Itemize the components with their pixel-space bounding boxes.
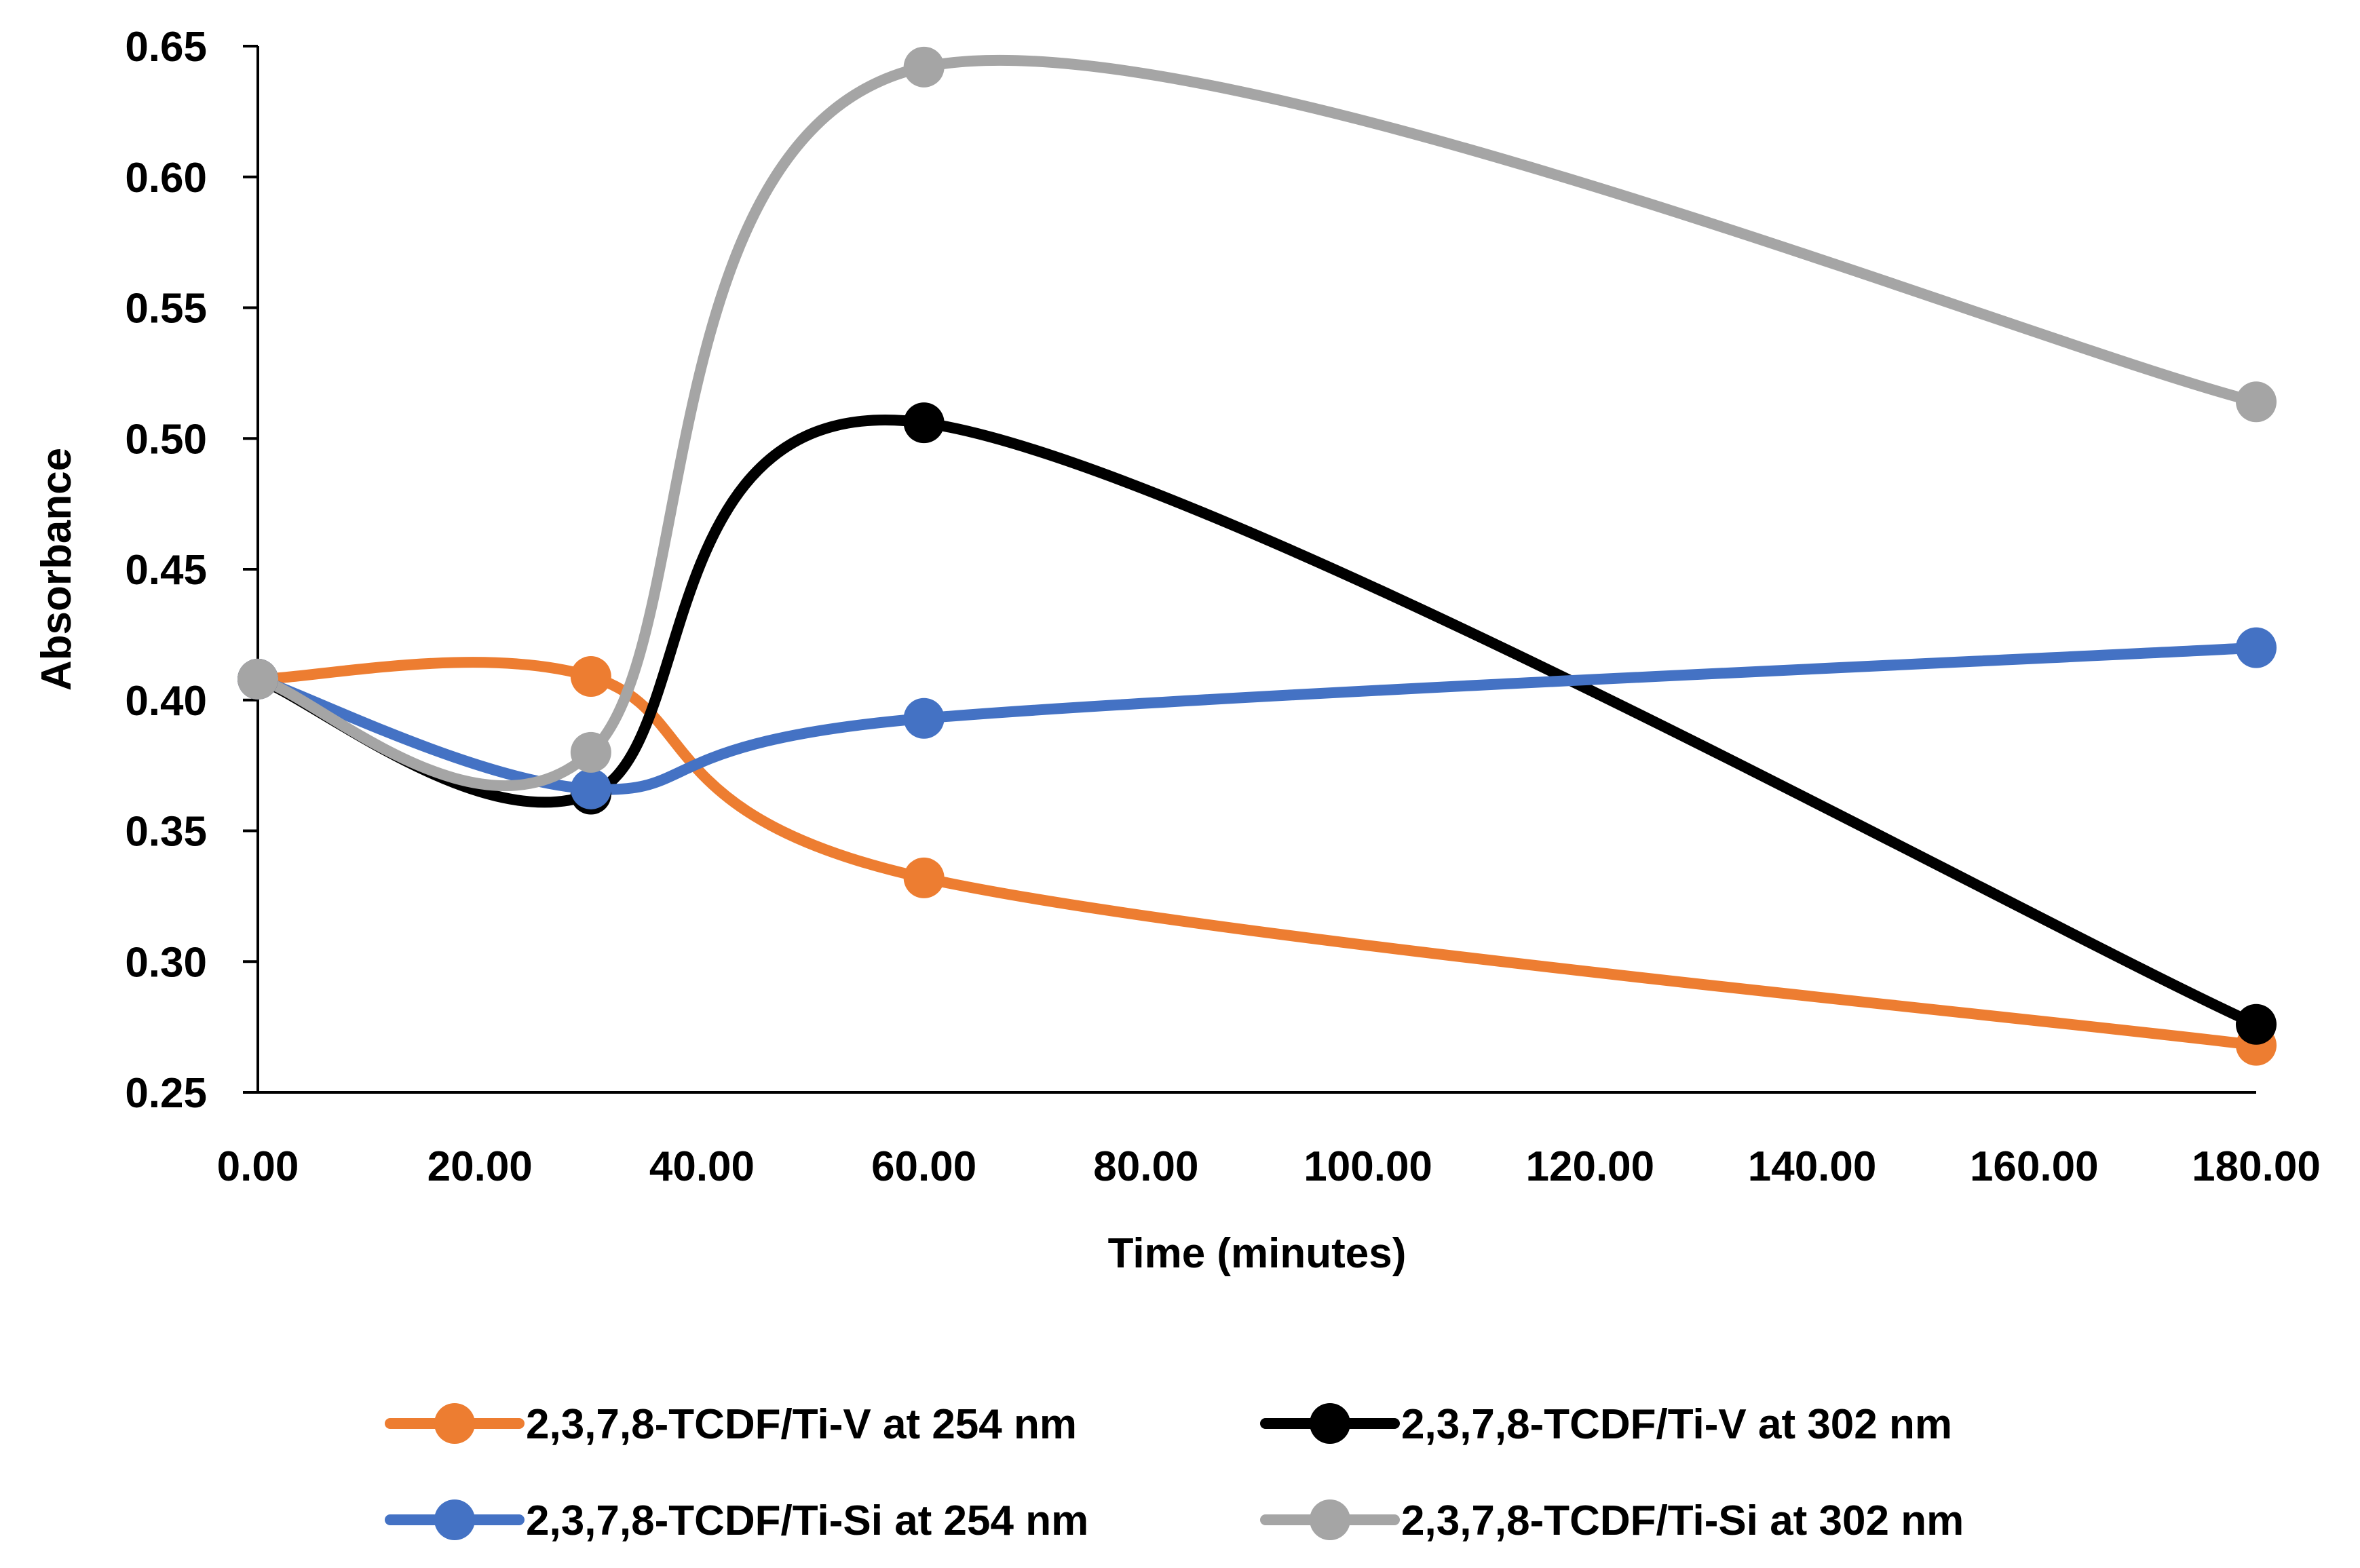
x-tick-label: 40.00 [649, 1143, 755, 1190]
legend-label-3: 2,3,7,8-TCDF/Ti-Si at 254 nm [526, 1497, 1088, 1544]
data-point-series-1-2 [903, 857, 945, 898]
y-tick-label: 0.45 [125, 547, 207, 594]
series-points [237, 46, 2277, 1066]
data-point-series-4-2 [903, 46, 945, 88]
y-tick-label: 0.65 [125, 24, 207, 71]
x-tick-label: 0.00 [217, 1143, 299, 1190]
legend-marker-4 [1310, 1499, 1350, 1540]
series-line-1 [252, 657, 2262, 1051]
x-tick-label: 60.00 [871, 1143, 976, 1190]
y-tick-label: 0.25 [125, 1070, 207, 1117]
x-tick-label: 120.00 [1526, 1143, 1655, 1190]
series-line-3 [252, 642, 2262, 795]
y-tick-label: 0.60 [125, 155, 207, 202]
y-axis-title: Absorbance [33, 448, 80, 691]
x-tick-label: 80.00 [1093, 1143, 1198, 1190]
legend-label-2: 2,3,7,8-TCDF/Ti-V at 302 nm [1401, 1401, 1952, 1448]
data-point-series-3-1 [570, 768, 611, 809]
axes: 0.25 0.30 0.35 0.40 0.45 0.50 0.55 0.60 0.65 0.00… [125, 24, 2320, 1190]
legend-marker-3 [434, 1499, 475, 1540]
legend-label-1: 2,3,7,8-TCDF/Ti-V at 254 nm [526, 1401, 1077, 1448]
y-tick-label: 0.50 [125, 416, 207, 463]
data-point-series-4-3 [2236, 381, 2277, 423]
data-point-series-4-0 [237, 658, 278, 700]
y-tick-label: 0.30 [125, 939, 207, 986]
data-point-series-4-1 [570, 731, 611, 773]
series-line-4 [252, 54, 2262, 792]
x-tick-label: 160.00 [1970, 1143, 2099, 1190]
y-tick-label: 0.55 [125, 286, 207, 332]
x-axis-title: Time (minutes) [1108, 1230, 1407, 1277]
x-tick-label: 180.00 [2192, 1143, 2321, 1190]
x-tick-label: 20.00 [427, 1143, 533, 1190]
data-point-series-3-3 [2236, 627, 2277, 668]
data-point-series-2-2 [903, 402, 945, 444]
legend-marker-1 [434, 1403, 475, 1444]
data-point-series-2-3 [2236, 1003, 2277, 1045]
legend-marker-2 [1310, 1403, 1350, 1444]
x-tick-label: 100.00 [1303, 1143, 1432, 1190]
legend-label-4: 2,3,7,8-TCDF/Ti-Si at 302 nm [1401, 1497, 1964, 1544]
y-tick-label: 0.35 [125, 809, 207, 856]
data-point-series-1-1 [570, 656, 611, 697]
series-line-2 [252, 415, 2262, 1030]
series-lines [252, 54, 2262, 1051]
x-tick-label: 140.00 [1748, 1143, 1877, 1190]
y-tick-label: 0.40 [125, 678, 207, 725]
data-point-series-3-2 [903, 697, 945, 739]
legend: 2,3,7,8-TCDF/Ti-V at 254 nm 2,3,7,8-TCDF/… [385, 1401, 1964, 1544]
